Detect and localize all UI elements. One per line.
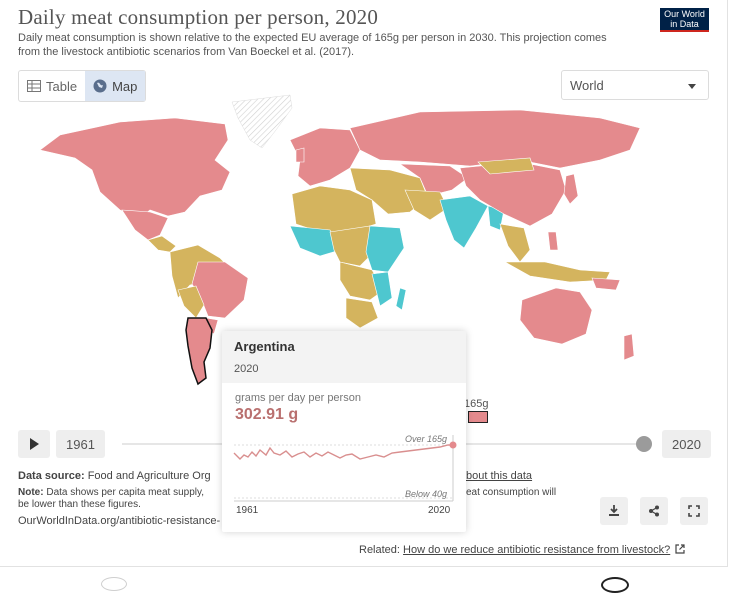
tooltip-value: 302.91 g (235, 406, 299, 423)
region-russia[interactable] (349, 109, 641, 169)
region-southeast-asia[interactable] (499, 223, 531, 263)
note-text-2: be lower than these figures. (18, 499, 141, 510)
world-map[interactable] (0, 90, 660, 390)
tooltip-header: Argentina 2020 (222, 331, 466, 383)
logo-line-1: Our World (664, 9, 705, 19)
source-url[interactable]: OurWorldInData.org/antibiotic-resistance… (18, 515, 221, 527)
note-continuation: eat consumption will (466, 487, 557, 498)
download-button[interactable] (600, 497, 628, 525)
region-iran-pakistan[interactable] (404, 189, 449, 221)
footer-source: Data source: Food and Agriculture Org No… (18, 470, 220, 527)
tooltip-unit: grams per day per person (235, 392, 361, 404)
share-icon (649, 505, 659, 517)
region-southern-africa-north[interactable] (339, 261, 385, 301)
region-china[interactable] (459, 161, 567, 227)
region-north-america[interactable] (39, 117, 231, 219)
region-east-africa[interactable] (365, 225, 405, 273)
region-australia[interactable] (519, 287, 593, 345)
tab-map[interactable]: Map (85, 71, 146, 101)
region-south-africa[interactable] (345, 297, 379, 329)
bottom-circle-right (601, 577, 629, 593)
region-select-value: World (570, 78, 604, 93)
play-icon (30, 438, 39, 450)
region-mozambique[interactable] (371, 271, 393, 307)
fullscreen-icon (688, 505, 700, 517)
region-mexico[interactable] (121, 209, 169, 241)
chevron-down-icon (688, 84, 696, 89)
region-middle-east[interactable] (349, 167, 429, 215)
region-philippines[interactable] (547, 231, 559, 251)
timeline-handle[interactable] (636, 436, 652, 452)
tab-table-label: Table (46, 78, 78, 94)
tooltip-below-label: Below 40g (405, 489, 448, 499)
bottom-circle-left (101, 577, 127, 591)
about-this-data-link[interactable]: bout this data (466, 470, 533, 482)
greenland[interactable] (231, 94, 293, 149)
related-label: Related: (359, 544, 400, 556)
fullscreen-button[interactable] (680, 497, 708, 525)
tooltip-x-end: 2020 (428, 505, 451, 516)
chart-subtitle: Daily meat consumption is shown relative… (18, 32, 607, 58)
tooltip-x-start: 1961 (236, 505, 259, 516)
region-uk[interactable] (295, 147, 305, 163)
sparkline-line (233, 444, 453, 460)
country-tooltip: Argentina 2020 grams per day per person … (222, 331, 466, 532)
source-label: Data source: (18, 470, 85, 482)
region-indonesia[interactable] (503, 261, 611, 283)
note-text-1: Data shows per capita meat supply, (46, 487, 205, 498)
legend-label: 165g (464, 398, 489, 410)
region-madagascar[interactable] (395, 287, 407, 311)
play-button[interactable] (18, 430, 50, 458)
tooltip-year: 2020 (234, 363, 259, 375)
related-section: Related: How do we reduce antibiotic res… (359, 544, 685, 556)
tab-map-label: Map (112, 78, 138, 94)
tooltip-over-label: Over 165g (405, 434, 448, 444)
tooltip-country: Argentina (234, 339, 295, 354)
download-icon (609, 505, 619, 516)
region-korea-japan[interactable] (563, 173, 579, 205)
region-north-africa[interactable] (291, 185, 377, 233)
region-select[interactable]: World (561, 70, 709, 100)
region-peru-bolivia[interactable] (177, 285, 205, 319)
chart-frame (0, 0, 728, 567)
region-west-africa[interactable] (289, 225, 341, 257)
note-label: Note: (18, 487, 44, 498)
legend-bin-over[interactable] (468, 411, 488, 423)
external-link-icon[interactable] (675, 544, 685, 554)
view-tabs: Table Map (18, 70, 147, 102)
owid-logo[interactable]: Our World in Data (660, 8, 709, 32)
region-central-america[interactable] (147, 235, 177, 253)
chart-title: Daily meat consumption per person, 2020 (18, 5, 379, 29)
table-icon (27, 80, 41, 92)
region-argentina[interactable] (185, 317, 213, 386)
related-link[interactable]: How do we reduce antibiotic resistance f… (403, 544, 671, 556)
sparkline-endpoint (449, 441, 457, 449)
timeline-end-year[interactable]: 2020 (662, 430, 711, 458)
region-india[interactable] (439, 195, 489, 249)
tab-table[interactable]: Table (19, 71, 85, 101)
region-europe[interactable] (289, 127, 361, 187)
source-text: Food and Agriculture Org (87, 470, 211, 482)
share-button[interactable] (640, 497, 668, 525)
region-mongolia[interactable] (477, 157, 535, 175)
region-png[interactable] (591, 277, 621, 291)
logo-line-2: in Data (670, 19, 699, 29)
region-new-zealand[interactable] (623, 333, 635, 361)
globe-icon (93, 79, 107, 93)
timeline-start-year[interactable]: 1961 (56, 430, 105, 458)
region-central-asia[interactable] (398, 163, 469, 197)
